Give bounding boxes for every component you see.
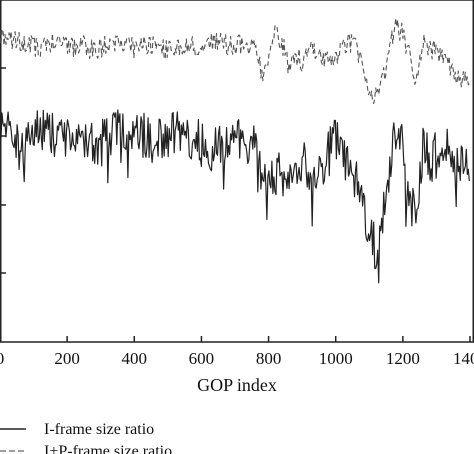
legend: I-frame size ratio I+P-frame size ratio (0, 421, 172, 454)
series-line-i-p-frame (0, 17, 470, 105)
legend-label-i-p-frame: I+P-frame size ratio (44, 443, 172, 454)
x-tick-label: 400 (122, 349, 148, 368)
series-line-i-frame (0, 106, 470, 284)
x-axis-ticks: 0 200 400 600 800 1000 1200 1400 (0, 336, 474, 368)
series-group (0, 17, 470, 284)
legend-label-i-frame: I-frame size ratio (44, 421, 154, 438)
x-tick-label: 1000 (319, 349, 353, 368)
x-tick-label: 0 (0, 349, 4, 368)
x-axis-title: GOP index (197, 375, 277, 395)
x-tick-label: 200 (54, 349, 80, 368)
x-tick-label: 800 (256, 349, 282, 368)
x-tick-label: 1200 (386, 349, 420, 368)
x-tick-label: 600 (189, 349, 215, 368)
x-tick-label: 1400 (453, 349, 474, 368)
